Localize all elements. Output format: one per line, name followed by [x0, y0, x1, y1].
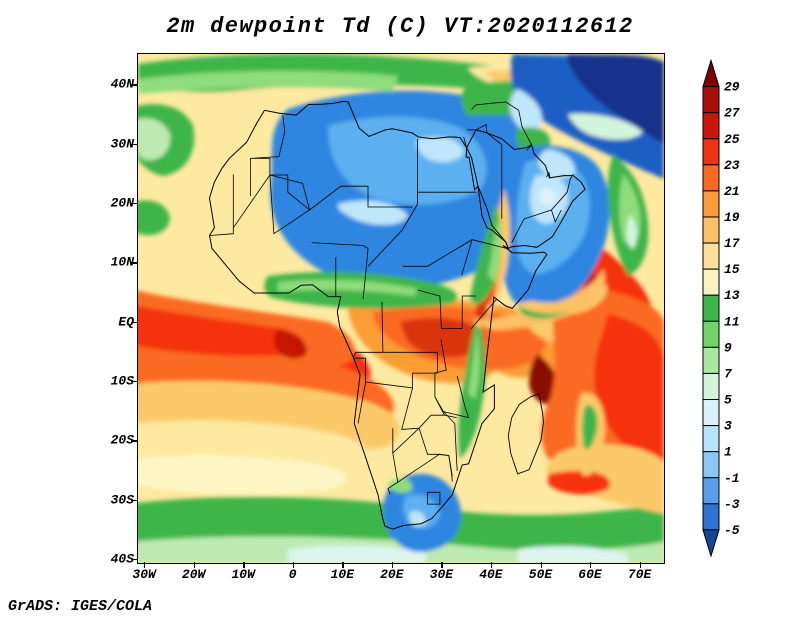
svg-text:9: 9: [724, 340, 732, 355]
svg-text:29: 29: [724, 80, 740, 95]
svg-text:-3: -3: [724, 497, 740, 512]
svg-text:21: 21: [724, 184, 740, 199]
svg-text:-1: -1: [724, 471, 740, 486]
svg-text:-5: -5: [724, 523, 740, 538]
svg-text:15: 15: [724, 262, 740, 277]
svg-text:13: 13: [724, 288, 740, 303]
svg-text:1: 1: [724, 445, 732, 460]
svg-text:5: 5: [724, 393, 732, 408]
svg-text:7: 7: [724, 366, 732, 381]
svg-text:11: 11: [724, 314, 740, 329]
svg-text:23: 23: [724, 158, 740, 173]
svg-text:27: 27: [724, 106, 740, 121]
svg-text:17: 17: [724, 236, 740, 251]
svg-text:25: 25: [724, 132, 740, 147]
svg-text:19: 19: [724, 210, 740, 225]
svg-text:3: 3: [724, 419, 732, 434]
